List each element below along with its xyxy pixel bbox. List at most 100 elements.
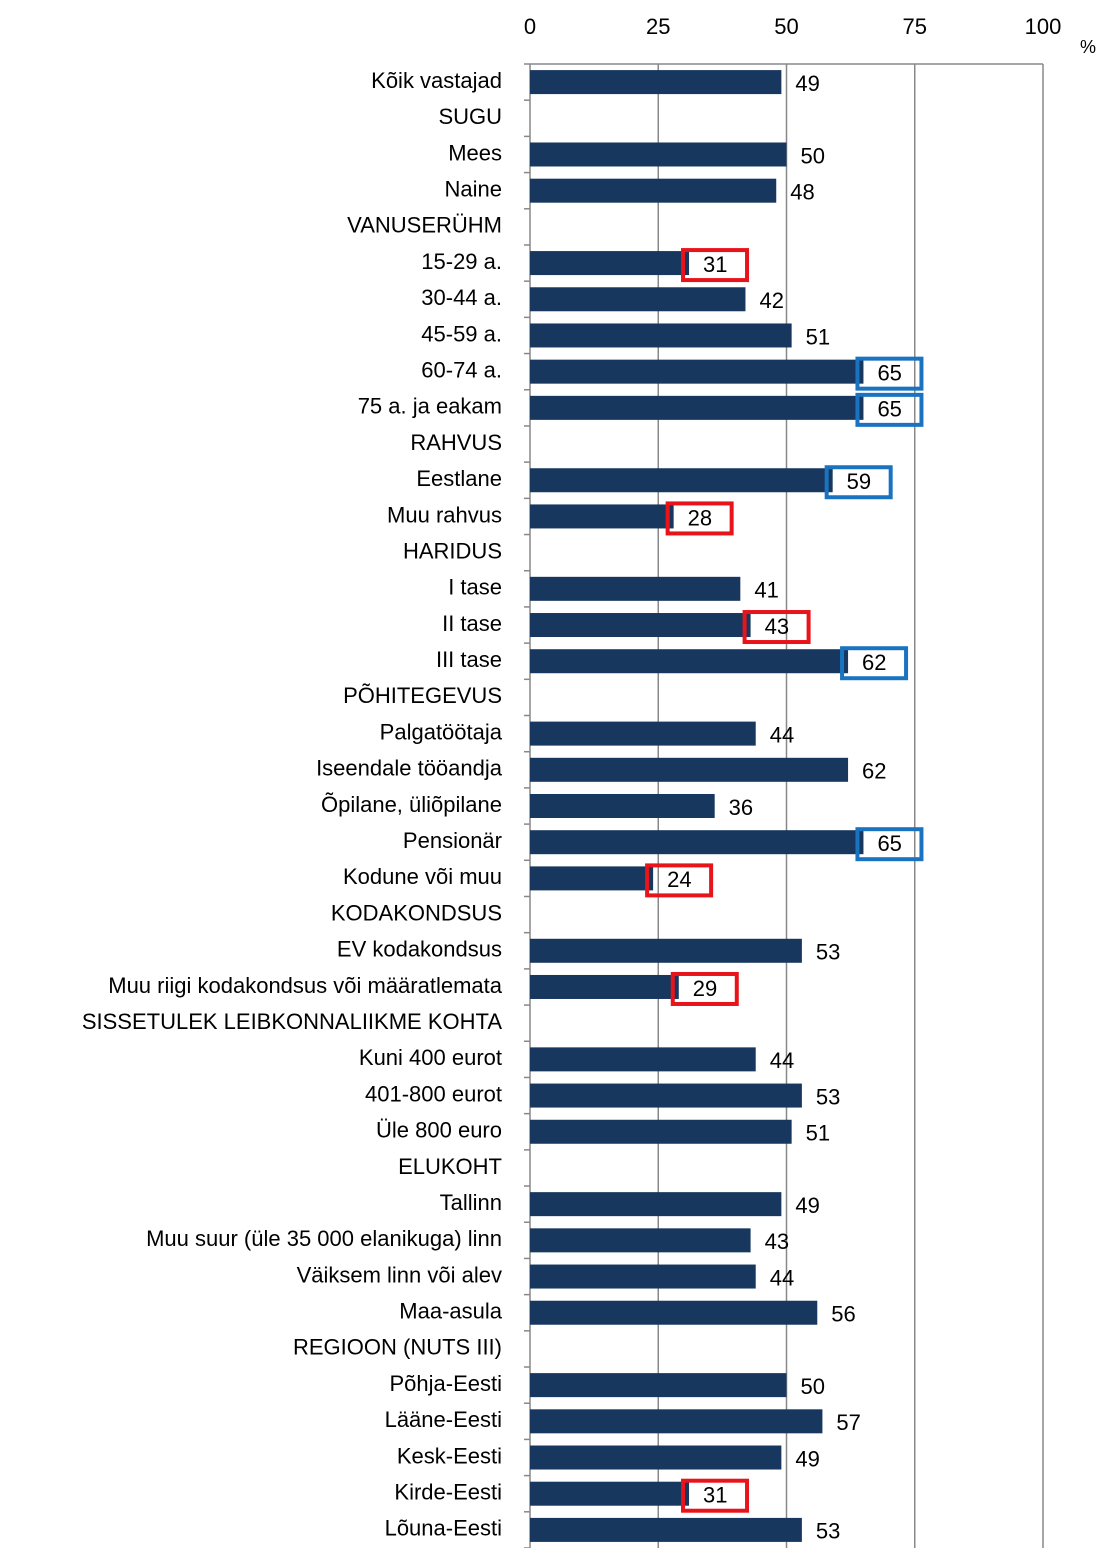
bar (530, 251, 690, 276)
y-tick-label: 45-59 a. (421, 321, 502, 346)
y-tick-label: Kõik vastajad (371, 68, 502, 93)
value-label: 31 (703, 252, 727, 277)
y-tick-label: Mees (448, 140, 502, 165)
bar (530, 1047, 756, 1072)
value-label: 59 (847, 469, 871, 494)
y-tick-label: Lõuna-Eesti (385, 1516, 502, 1541)
bar (530, 178, 777, 203)
value-label: 56 (831, 1302, 855, 1327)
y-tick-label: Lääne-Eesti (385, 1407, 502, 1432)
bar (530, 1119, 792, 1144)
value-label: 62 (862, 650, 886, 675)
bar (530, 1300, 818, 1325)
y-tick-label: 30-44 a. (421, 285, 502, 310)
y-tick-label: Naine (445, 176, 502, 201)
highlight-box (665, 501, 734, 536)
bar (530, 142, 787, 167)
bar (530, 938, 802, 963)
y-tick-label: KODAKONDSUS (331, 900, 502, 925)
bar (530, 287, 746, 312)
highlight-box (855, 827, 924, 862)
y-tick-label: Maa-asula (399, 1299, 502, 1324)
value-label: 48 (790, 179, 814, 204)
y-tick-label: Eestlane (416, 466, 502, 491)
y-tick-label: Väiksem linn või alev (297, 1262, 502, 1287)
highlight-box (855, 356, 924, 391)
bar (530, 395, 864, 420)
bar (530, 1517, 802, 1542)
y-tick-label: SUGU (438, 104, 502, 129)
y-tick-label: EV kodakondsus (337, 937, 502, 962)
y-tick-label: Kirde-Eesti (394, 1480, 502, 1505)
y-tick-label: VANUSERÜHM (347, 213, 502, 238)
x-unit-label: % (1080, 37, 1096, 57)
bar (530, 757, 849, 782)
y-tick-label: III tase (436, 647, 502, 672)
value-label: 43 (765, 1229, 789, 1254)
highlight-box (824, 465, 893, 500)
value-label: 49 (795, 1446, 819, 1471)
value-label: 57 (836, 1410, 860, 1435)
bar (530, 721, 756, 746)
bar (530, 830, 864, 855)
x-tick-label: 0 (524, 14, 536, 39)
value-label: 41 (754, 578, 778, 603)
value-label: 53 (816, 1519, 840, 1544)
highlight-box (855, 392, 924, 427)
value-label: 29 (693, 976, 717, 1001)
y-tick-label: Muu riigi kodakondsus või määratlemata (108, 973, 503, 998)
value-label: 31 (703, 1483, 727, 1508)
y-tick-label: PÕHITEGEVUS (343, 683, 502, 708)
y-tick-label: ELUKOHT (398, 1154, 502, 1179)
y-tick-label: Palgatöötaja (380, 719, 503, 744)
value-label: 24 (667, 867, 691, 892)
bar (530, 649, 849, 674)
y-tick-label: Kodune või muu (343, 864, 502, 889)
bar (530, 1192, 782, 1217)
value-label: 51 (806, 1121, 830, 1146)
y-tick-label: Pensionär (403, 828, 502, 853)
x-tick-label: 50 (774, 14, 798, 39)
value-label: 50 (801, 1374, 825, 1399)
highlight-box (670, 971, 739, 1006)
y-tick-label: II tase (442, 611, 502, 636)
bar (530, 468, 833, 493)
value-label: 62 (862, 759, 886, 784)
highlight-box (645, 863, 714, 898)
bar (530, 613, 751, 638)
value-label: 53 (816, 1084, 840, 1109)
highlight-box (742, 610, 811, 645)
y-tick-label: 15-29 a. (421, 249, 502, 274)
bar (530, 1228, 751, 1253)
y-tick-label: REGIOON (NUTS III) (293, 1335, 502, 1360)
x-tick-label: 75 (903, 14, 927, 39)
value-label: 42 (759, 288, 783, 313)
bar (530, 1445, 782, 1470)
y-tick-label: RAHVUS (410, 430, 502, 455)
x-tick-label: 25 (646, 14, 670, 39)
bar (530, 359, 864, 384)
y-tick-label: Õpilane, üliõpilane (321, 792, 502, 817)
highlight-box (681, 1478, 750, 1513)
y-tick-label: 75 a. ja eakam (358, 394, 502, 419)
value-label: 44 (770, 722, 794, 747)
y-tick-label: Põhja-Eesti (389, 1371, 502, 1396)
highlight-box (681, 248, 750, 283)
bar (530, 1083, 802, 1108)
bar (530, 1373, 787, 1398)
y-tick-label: 60-74 a. (421, 357, 502, 382)
bar (530, 866, 654, 891)
y-tick-label: 401-800 eurot (365, 1081, 502, 1106)
y-tick-label: HARIDUS (403, 538, 502, 563)
bar (530, 70, 782, 95)
bar (530, 504, 674, 529)
value-label: 49 (795, 71, 819, 96)
value-label: 44 (770, 1265, 794, 1290)
y-tick-label: I tase (448, 575, 502, 600)
value-label: 65 (877, 397, 901, 422)
value-label: 28 (688, 505, 712, 530)
value-label: 65 (877, 360, 901, 385)
bar (530, 974, 679, 999)
highlight-box (840, 646, 909, 681)
